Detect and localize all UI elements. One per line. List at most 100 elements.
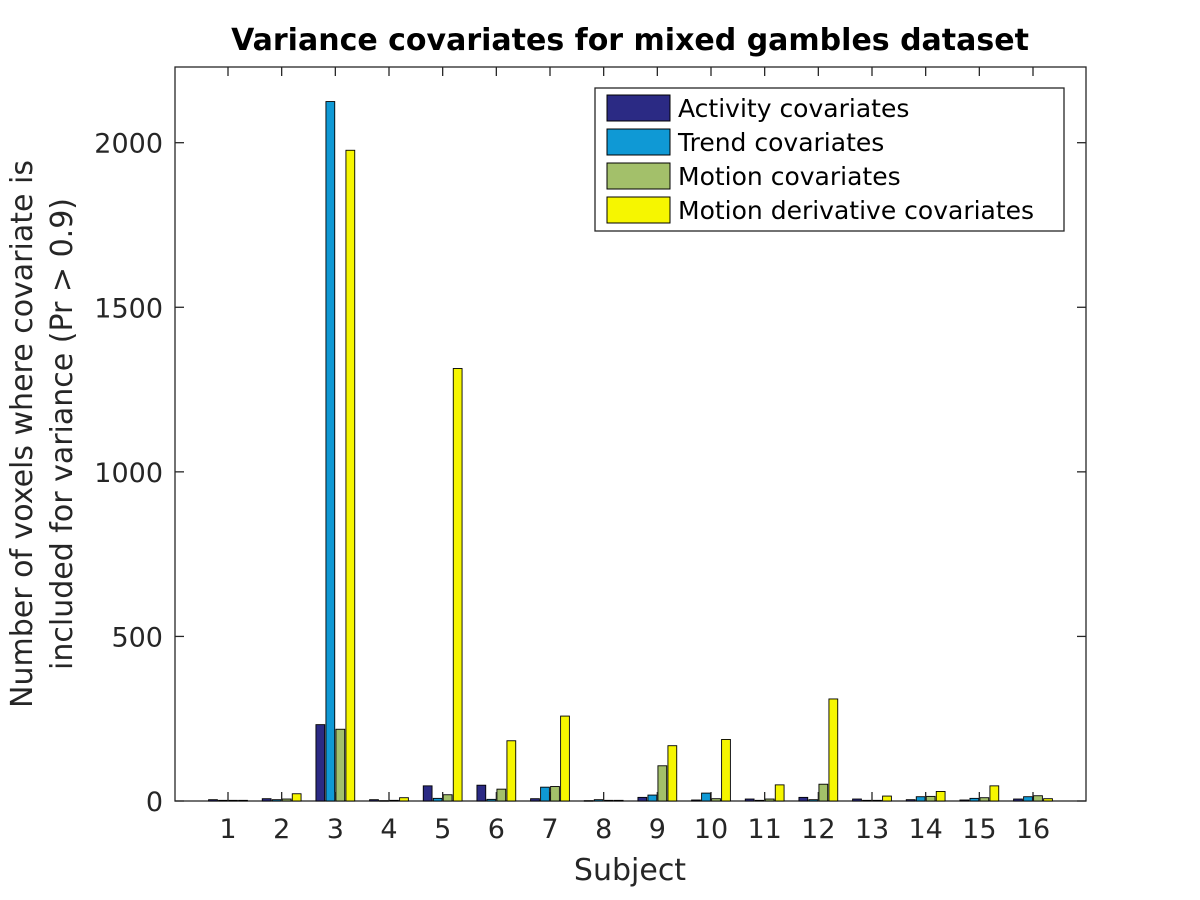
legend-swatch-activity — [606, 94, 671, 122]
bar-subject-10-series-3 — [711, 798, 721, 802]
legend-label-trend: Trend covariates — [677, 128, 884, 157]
bar-subject-2-series-2 — [271, 799, 282, 802]
bar-subject-11-series-2 — [754, 799, 765, 802]
bar-subject-9-series-3 — [657, 765, 668, 802]
bar-subject-7-series-3 — [550, 786, 560, 802]
y-tick-label: 500 — [111, 622, 163, 653]
bar-subject-12-series-1 — [798, 796, 809, 802]
x-tick-label: 2 — [273, 814, 290, 845]
bar-subject-3-series-3 — [335, 728, 346, 802]
x-tick-label: 10 — [694, 814, 728, 845]
bar-subject-5-series-1 — [422, 785, 433, 802]
bar-subject-14-series-1 — [905, 799, 916, 802]
bar-subject-4-series-2 — [379, 800, 389, 802]
bar-subject-8-series-4 — [613, 799, 624, 802]
bar-subject-1-series-2 — [218, 799, 228, 802]
bar-subject-12-series-4 — [828, 698, 839, 802]
chart-title: Variance covariates for mixed gambles da… — [231, 23, 1029, 58]
bar-subject-15-series-3 — [979, 797, 990, 802]
bar-subject-3-series-1 — [315, 724, 326, 802]
legend-swatch-motion-derivative — [606, 196, 671, 224]
x-tick-label: 6 — [488, 814, 505, 845]
bar-subject-16-series-4 — [1043, 798, 1053, 802]
bar-subject-15-series-1 — [959, 799, 970, 802]
bar-subject-6-series-3 — [496, 788, 507, 802]
bar-subject-4-series-4 — [399, 797, 409, 802]
y-tick-label: 2000 — [94, 129, 163, 160]
legend-box — [594, 87, 1065, 232]
legend: Activity covariates Trend covariates Mot… — [594, 87, 1065, 232]
bar-subject-1-series-3 — [228, 799, 238, 802]
y-tick-label: 1500 — [94, 293, 163, 324]
bar-subject-6-series-1 — [476, 784, 487, 802]
bar-subject-3-series-4 — [345, 149, 356, 802]
x-tick-label: 11 — [747, 814, 781, 845]
bar-subject-9-series-1 — [637, 796, 648, 802]
bar-subject-7-series-2 — [540, 786, 550, 802]
x-tick-label: 7 — [541, 814, 558, 845]
legend-label-activity: Activity covariates — [678, 94, 909, 123]
x-tick-label: 5 — [434, 814, 451, 845]
bar-subject-2-series-1 — [261, 798, 272, 802]
bar-subject-10-series-2 — [701, 792, 711, 802]
bar-subject-11-series-1 — [744, 798, 755, 802]
bar-subject-8-series-1 — [583, 800, 594, 802]
bar-subject-14-series-4 — [935, 791, 946, 802]
bar-subject-6-series-4 — [506, 740, 517, 802]
bar-subject-15-series-2 — [969, 797, 980, 802]
bar-subject-9-series-2 — [647, 794, 658, 802]
bar-subject-7-series-1 — [530, 798, 540, 802]
y-tick-label: 1000 — [94, 458, 163, 489]
bar-subject-8-series-2 — [593, 799, 604, 802]
x-tick-label: 3 — [327, 814, 344, 845]
legend-swatch-trend — [606, 128, 671, 156]
bar-subject-12-series-2 — [808, 799, 819, 802]
bar-subject-13-series-2 — [862, 799, 872, 802]
legend-label-motion-derivative: Motion derivative covariates — [678, 196, 1034, 225]
bar-subject-11-series-4 — [774, 784, 785, 802]
legend-swatch-motion — [606, 162, 671, 190]
bar-subject-4-series-1 — [369, 799, 379, 802]
bar-subject-16-series-1 — [1013, 798, 1023, 802]
bar-subject-11-series-3 — [764, 798, 775, 802]
bar-subject-12-series-3 — [818, 783, 829, 802]
bar-subject-16-series-2 — [1023, 796, 1033, 802]
bar-subject-10-series-4 — [721, 738, 731, 802]
bar-subject-10-series-1 — [691, 799, 701, 802]
y-axis-label-line-2: included for variance (Pr > 0.9) — [45, 198, 80, 670]
bar-subject-9-series-4 — [667, 745, 678, 802]
bar-subject-5-series-2 — [432, 797, 443, 802]
bar-subject-8-series-3 — [603, 799, 614, 802]
bars-group — [208, 101, 1053, 802]
bar-subject-14-series-2 — [915, 796, 926, 802]
y-axis-label: Number of voxels where covariate is incl… — [5, 160, 80, 708]
x-tick-label: 9 — [649, 814, 666, 845]
bar-subject-13-series-1 — [852, 798, 862, 802]
bar-subject-14-series-3 — [925, 795, 936, 802]
bar-subject-13-series-3 — [872, 799, 882, 802]
x-tick-label: 14 — [908, 814, 942, 845]
x-axis-label: Subject — [574, 853, 686, 888]
bar-subject-5-series-4 — [452, 368, 463, 802]
bar-subject-4-series-3 — [389, 799, 399, 802]
x-tick-label: 8 — [595, 814, 612, 845]
bar-subject-2-series-3 — [281, 798, 292, 802]
x-tick-label: 1 — [219, 814, 236, 845]
x-tick-label: 12 — [801, 814, 835, 845]
bar-subject-1-series-4 — [238, 799, 248, 802]
x-tick-label: 13 — [855, 814, 889, 845]
bar-subject-3-series-2 — [325, 101, 336, 802]
y-axis-label-line-1: Number of voxels where covariate is — [5, 160, 40, 708]
legend-label-motion: Motion covariates — [678, 162, 901, 191]
bar-subject-13-series-4 — [882, 795, 892, 802]
y-tick-label: 0 — [146, 787, 163, 818]
x-tick-label: 4 — [380, 814, 397, 845]
x-tick-label: 16 — [1016, 814, 1050, 845]
bar-subject-16-series-3 — [1033, 795, 1043, 802]
bar-subject-1-series-1 — [208, 799, 218, 802]
bar-subject-2-series-4 — [291, 793, 302, 802]
bar-subject-15-series-4 — [989, 785, 1000, 802]
bar-subject-5-series-3 — [442, 794, 453, 802]
